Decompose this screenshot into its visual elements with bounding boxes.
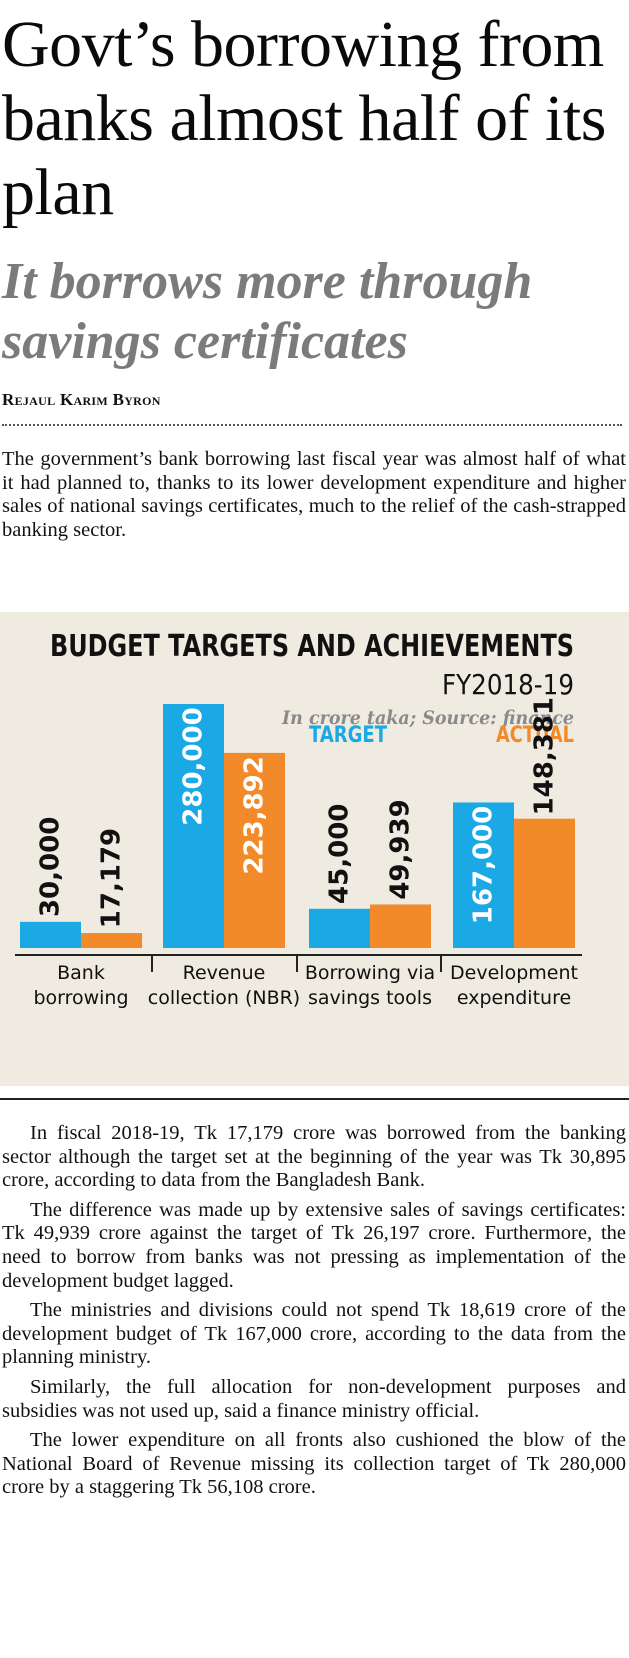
value-label-target-savings-tools: 45,000	[325, 804, 355, 904]
value-label-actual-revenue-collection: 223,892	[240, 756, 270, 874]
subheadline: It borrows more through savings certific…	[2, 253, 533, 370]
category-label-development-expenditure-2: expenditure	[457, 987, 571, 1009]
category-label-development-expenditure-1: Development	[450, 962, 578, 984]
bar-actual-bank-borrowing	[81, 933, 142, 948]
chart-bottom-rule	[0, 1098, 629, 1100]
bar-target-bank-borrowing	[20, 921, 81, 948]
category-label-revenue-collection-1: Revenue	[183, 962, 266, 984]
lede-paragraph: The government’s bank borrowing last fis…	[2, 448, 626, 541]
legend-target: TARGET	[309, 723, 387, 748]
body-paragraph-2: The difference was made up by extensive …	[2, 1198, 626, 1292]
byline: Rejaul Karim Byron	[2, 390, 161, 409]
body-paragraph-4: Similarly, the full allocation for non-d…	[2, 1375, 626, 1422]
value-label-actual-bank-borrowing: 17,179	[97, 828, 127, 928]
headline: Govt’s borrowing from banks almost half …	[2, 8, 606, 229]
category-label-revenue-collection-2: collection (NBR)	[148, 987, 300, 1009]
article-body: In fiscal 2018-19, Tk 17,179 crore was b…	[2, 1122, 626, 1506]
dotted-divider	[2, 424, 622, 426]
value-label-actual-savings-tools: 49,939	[386, 799, 416, 899]
body-paragraph-5: The lower expenditure on all fronts also…	[2, 1429, 626, 1499]
chart-title: BUDGET TARGETS AND ACHIEVEMENTS	[50, 629, 574, 664]
body-paragraph-1: In fiscal 2018-19, Tk 17,179 crore was b…	[2, 1122, 626, 1192]
category-label-bank-borrowing-2: borrowing	[33, 987, 128, 1009]
bar-target-revenue-collection	[163, 704, 224, 948]
value-label-target-revenue-collection: 280,000	[179, 707, 209, 825]
category-label-bank-borrowing-1: Bank	[57, 962, 105, 984]
category-label-savings-tools-2: savings tools	[308, 987, 432, 1009]
bar-target-development-expenditure	[453, 802, 514, 948]
legend-actual: ACTUAL	[496, 723, 574, 748]
value-label-target-development-expenditure: 167,000	[469, 806, 499, 924]
budget-chart: BUDGET TARGETS AND ACHIEVEMENTS FY2018-19…	[15, 629, 582, 1009]
value-label-actual-development-expenditure: 148,381	[530, 697, 560, 815]
bar-actual-revenue-collection	[224, 752, 285, 948]
category-label-savings-tools-1: Borrowing via	[305, 962, 435, 984]
chart-source-note: In crore taka; Source: finance	[281, 707, 574, 729]
bar-actual-development-expenditure	[514, 818, 575, 948]
chart-panel: BUDGET TARGETS AND ACHIEVEMENTS FY2018-19…	[0, 612, 629, 1086]
chart-subtitle: FY2018-19	[442, 668, 574, 701]
body-paragraph-3: The ministries and divisions could not s…	[2, 1299, 626, 1369]
bar-actual-savings-tools	[370, 904, 431, 948]
value-label-target-bank-borrowing: 30,000	[36, 817, 66, 917]
bar-target-savings-tools	[309, 908, 370, 948]
